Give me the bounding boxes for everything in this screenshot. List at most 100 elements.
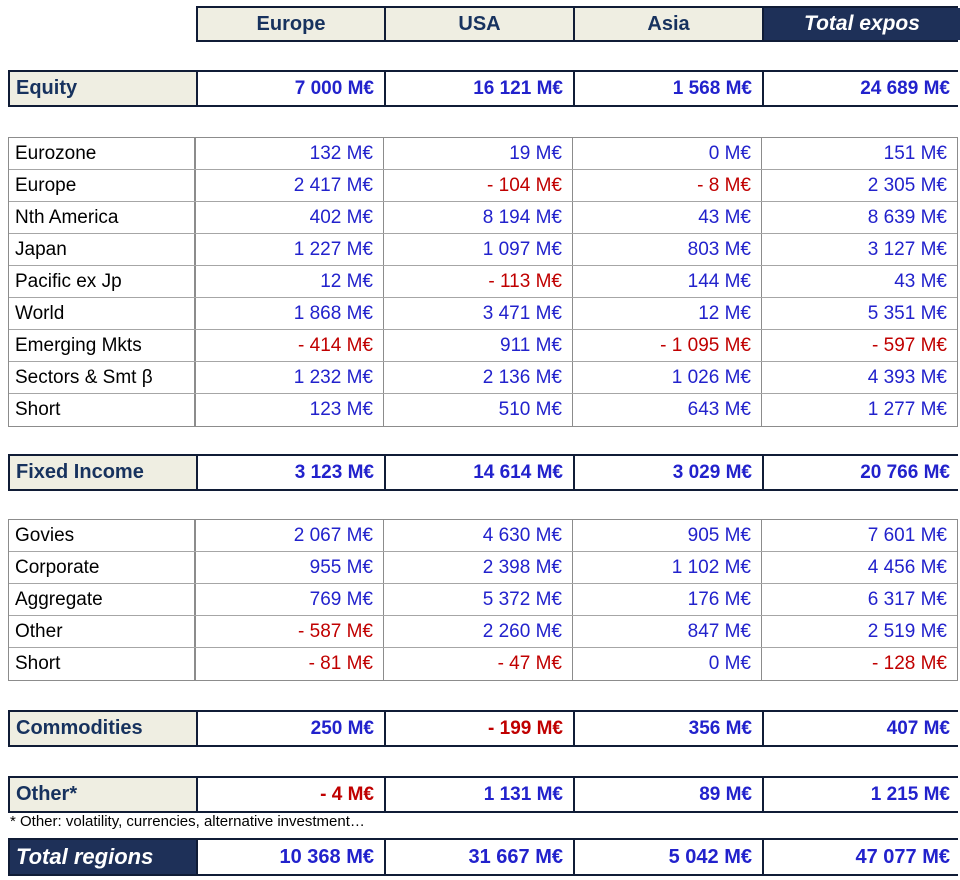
value-cell: 3 127 M€ (867, 238, 947, 260)
section-value: 20 766 M€ (764, 456, 960, 489)
value-cell: 0 M€ (573, 648, 762, 680)
value-cell: 1 097 M€ (384, 234, 573, 265)
detail-row: Short - 81 M€ - 47 M€ 0 M€ - 128 M€ (9, 648, 957, 680)
detail-row: Pacific ex Jp 12 M€ - 113 M€ 144 M€ 43 M€ (9, 266, 957, 298)
value-cell: - 1 095 M€ (573, 330, 762, 361)
section-value: 89 M€ (575, 778, 764, 811)
value-cell: 43 M€ (894, 270, 947, 292)
value-cell: - 414 M€ (196, 330, 384, 361)
equity-detail-table: Eurozone 132 M€ 19 M€ 0 M€ 151 M€ Europe 2 417… (8, 137, 958, 427)
value-cell: 1 227 M€ (196, 234, 384, 265)
row-label: Emerging Mkts (9, 330, 196, 361)
value-cell: - 113 M€ (384, 266, 573, 297)
other-section-row: Other* - 4 M€ 1 131 M€ 89 M€ 1 215 M€ (8, 776, 960, 813)
detail-row: Nth America 402 M€ 8 194 M€ 43 M€ 8 639 M€ (9, 202, 957, 234)
value-cell: 12 M€ (196, 266, 384, 297)
section-value: 1 131 M€ (386, 778, 575, 811)
column-header-total-expos: Total expos (764, 8, 960, 40)
row-label: Pacific ex Jp (9, 266, 196, 297)
value-cell: 1 277 M€ (867, 399, 947, 420)
value-cell: 6 317 M€ (867, 588, 947, 610)
value-cell: 19 M€ (384, 138, 573, 169)
row-label: Corporate (9, 552, 196, 583)
fixed-income-detail-table: Govies 2 067 M€ 4 630 M€ 905 M€ 7 601 M€ Corp… (8, 519, 958, 681)
value-cell: 151 M€ (883, 142, 947, 164)
detail-row: Corporate 955 M€ 2 398 M€ 1 102 M€ 4 456 M€ (9, 552, 957, 584)
section-value: 3 123 M€ (198, 456, 386, 489)
row-label: Govies (9, 520, 196, 551)
value-cell: 2 260 M€ (384, 616, 573, 647)
value-cell: 955 M€ (196, 552, 384, 583)
section-label: Fixed Income (10, 456, 198, 489)
row-label: Eurozone (9, 138, 196, 169)
value-cell: 847 M€ (573, 616, 762, 647)
detail-row: Short 123 M€ 510 M€ 643 M€ 1 277 M€ (9, 394, 957, 426)
value-cell: 144 M€ (573, 266, 762, 297)
section-value: 10 368 M€ (198, 840, 386, 874)
value-cell: 5 372 M€ (384, 584, 573, 615)
section-value: - 4 M€ (198, 778, 386, 811)
value-cell: - 47 M€ (384, 648, 573, 680)
column-header-asia: Asia (575, 8, 764, 40)
commodities-section-row: Commodities 250 M€ - 199 M€ 356 M€ 407 M€ (8, 710, 960, 747)
section-value: 5 042 M€ (575, 840, 764, 874)
row-label: Sectors & Smt β (9, 362, 196, 393)
section-value: - 199 M€ (386, 712, 575, 745)
row-label: World (9, 298, 196, 329)
value-cell: - 104 M€ (384, 170, 573, 201)
value-cell: - 8 M€ (573, 170, 762, 201)
footnote: * Other: volatility, currencies, alterna… (10, 813, 365, 830)
value-cell: 769 M€ (196, 584, 384, 615)
value-cell: 2 067 M€ (196, 520, 384, 551)
section-value: 1 215 M€ (764, 778, 960, 811)
section-label: Total regions (10, 840, 198, 874)
row-label: Short (9, 394, 196, 426)
value-cell: 132 M€ (196, 138, 384, 169)
value-cell: 5 351 M€ (867, 302, 947, 324)
value-cell: 12 M€ (573, 298, 762, 329)
detail-row: Emerging Mkts - 414 M€ 911 M€ - 1 095 M€ - 5… (9, 330, 957, 362)
row-label: Other (9, 616, 196, 647)
value-cell: 2 136 M€ (384, 362, 573, 393)
value-cell: 3 471 M€ (384, 298, 573, 329)
value-cell: 510 M€ (384, 394, 573, 426)
value-cell: 7 601 M€ (867, 524, 947, 546)
value-cell: - 597 M€ (872, 334, 947, 356)
fixed-income-section-row: Fixed Income 3 123 M€ 14 614 M€ 3 029 M€ 20 … (8, 454, 960, 491)
detail-row: Govies 2 067 M€ 4 630 M€ 905 M€ 7 601 M€ (9, 520, 957, 552)
value-cell: 43 M€ (573, 202, 762, 233)
section-value: 24 689 M€ (764, 72, 960, 105)
section-value: 407 M€ (764, 712, 960, 745)
detail-row: World 1 868 M€ 3 471 M€ 12 M€ 5 351 M€ (9, 298, 957, 330)
value-cell: - 81 M€ (196, 648, 384, 680)
value-cell: 0 M€ (573, 138, 762, 169)
row-label: Japan (9, 234, 196, 265)
section-value: 3 029 M€ (575, 456, 764, 489)
value-cell: 2 398 M€ (384, 552, 573, 583)
value-cell: 803 M€ (573, 234, 762, 265)
value-cell: 8 194 M€ (384, 202, 573, 233)
section-value: 14 614 M€ (386, 456, 575, 489)
row-label: Nth America (9, 202, 196, 233)
detail-row: Other - 587 M€ 2 260 M€ 847 M€ 2 519 M€ (9, 616, 957, 648)
value-cell: 123 M€ (196, 394, 384, 426)
value-cell: 2 305 M€ (867, 174, 947, 196)
detail-row: Japan 1 227 M€ 1 097 M€ 803 M€ 3 127 M€ (9, 234, 957, 266)
row-label: Aggregate (9, 584, 196, 615)
section-value: 1 568 M€ (575, 72, 764, 105)
value-cell: - 128 M€ (872, 653, 947, 674)
value-cell: 911 M€ (384, 330, 573, 361)
value-cell: 905 M€ (573, 520, 762, 551)
section-value: 250 M€ (198, 712, 386, 745)
column-header-usa: USA (386, 8, 575, 40)
section-label: Other* (10, 778, 198, 811)
section-value: 47 077 M€ (764, 840, 960, 874)
value-cell: 4 456 M€ (867, 556, 947, 578)
section-value: 7 000 M€ (198, 72, 386, 105)
equity-section-row: Equity 7 000 M€ 16 121 M€ 1 568 M€ 24 689 M€ (8, 70, 960, 107)
value-cell: - 587 M€ (196, 616, 384, 647)
value-cell: 2 519 M€ (867, 620, 947, 642)
value-cell: 1 232 M€ (196, 362, 384, 393)
